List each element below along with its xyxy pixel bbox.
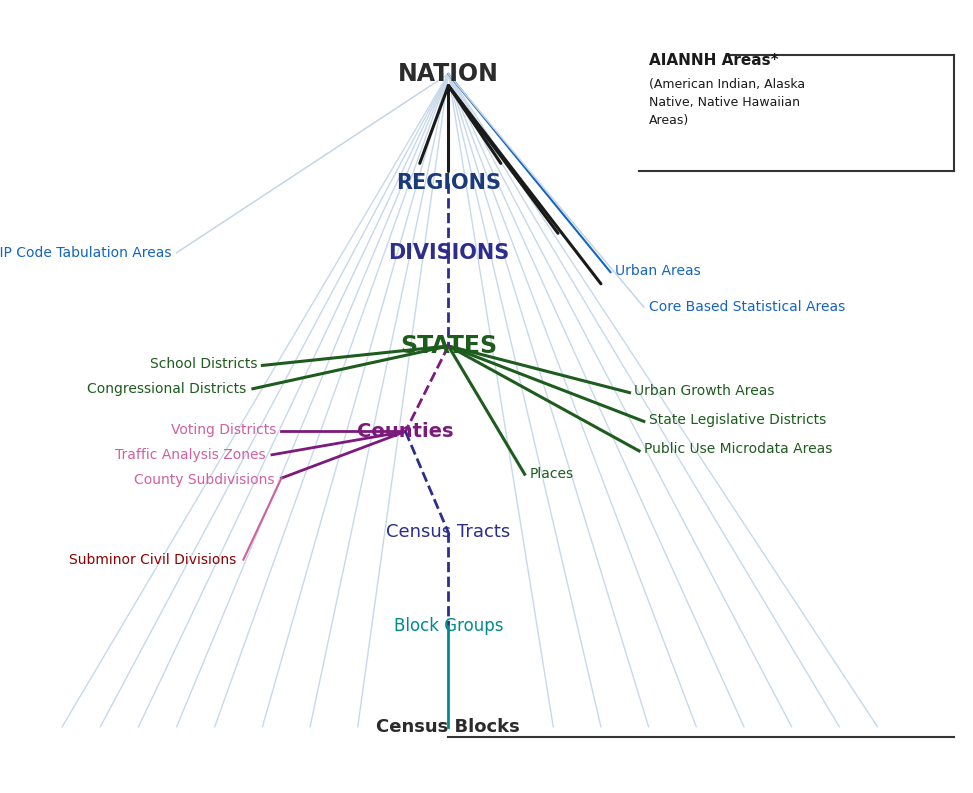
Text: Congressional Districts: Congressional Districts — [87, 381, 246, 396]
Text: Core Based Statistical Areas: Core Based Statistical Areas — [649, 300, 845, 314]
Text: Census Tracts: Census Tracts — [386, 523, 511, 542]
Text: County Subdivisions: County Subdivisions — [134, 473, 274, 487]
Text: ZIP Code Tabulation Areas: ZIP Code Tabulation Areas — [0, 246, 172, 260]
Text: REGIONS: REGIONS — [396, 173, 501, 193]
Text: Block Groups: Block Groups — [394, 617, 503, 634]
Text: Subminor Civil Divisions: Subminor Civil Divisions — [69, 554, 236, 568]
Text: STATES: STATES — [400, 334, 497, 358]
Text: DIVISIONS: DIVISIONS — [387, 243, 509, 262]
Text: Voting Districts: Voting Districts — [171, 423, 276, 437]
Text: Counties: Counties — [357, 422, 453, 441]
Text: Places: Places — [529, 467, 573, 481]
Text: Census Blocks: Census Blocks — [377, 718, 521, 736]
Text: NATION: NATION — [398, 62, 499, 86]
Text: Traffic Analysis Zones: Traffic Analysis Zones — [115, 448, 266, 462]
Text: (American Indian, Alaska
Native, Native Hawaiian
Areas): (American Indian, Alaska Native, Native … — [649, 79, 805, 127]
Text: School Districts: School Districts — [150, 357, 258, 371]
Text: State Legislative Districts: State Legislative Districts — [649, 413, 826, 427]
Text: Public Use Microdata Areas: Public Use Microdata Areas — [644, 442, 832, 455]
Text: Urban Areas: Urban Areas — [615, 263, 701, 278]
Text: Urban Growth Areas: Urban Growth Areas — [634, 384, 775, 398]
Text: AIANNH Areas*: AIANNH Areas* — [649, 53, 778, 68]
